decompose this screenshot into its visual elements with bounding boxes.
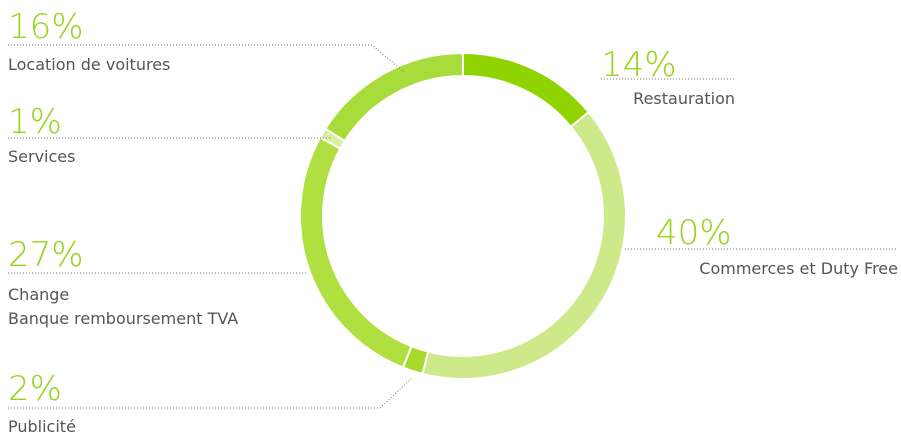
leader-line <box>8 44 405 73</box>
value-label: 14% <box>601 45 677 85</box>
value-label: 16% <box>8 7 84 47</box>
value-label: 2% <box>8 369 62 409</box>
value-label: 1% <box>8 102 62 142</box>
category-label: Services <box>8 147 75 166</box>
value-label: 27% <box>8 235 84 275</box>
leader-line <box>8 377 413 409</box>
donut-segment <box>462 51 591 129</box>
category-label: Location de voitures <box>8 55 170 74</box>
category-label: Publicité <box>8 417 76 436</box>
donut-segment <box>323 51 464 143</box>
category-label: Banque remboursement TVA <box>8 309 238 328</box>
category-label: Change <box>8 285 69 304</box>
category-label: Commerces et Duty Free <box>699 259 898 278</box>
donut-segment <box>299 136 413 369</box>
donut-segment <box>421 110 627 380</box>
category-label: Restauration <box>633 89 735 108</box>
value-label: 40% <box>656 213 732 253</box>
